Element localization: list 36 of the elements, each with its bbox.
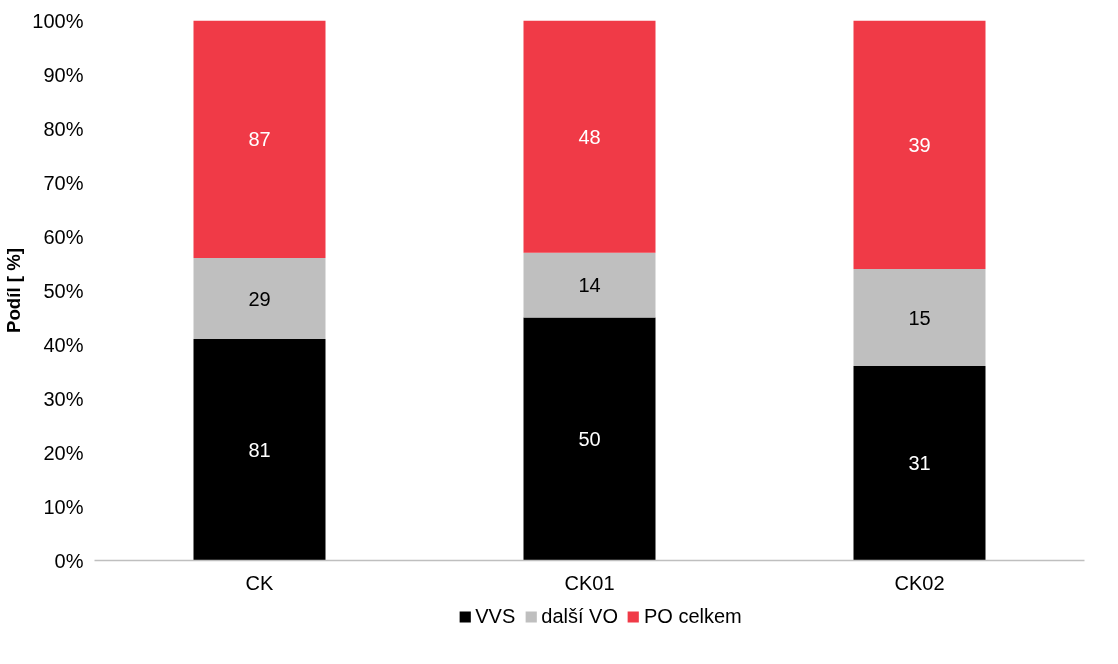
annotation: 81 [248, 438, 271, 461]
y-tick-label: 50% [43, 279, 84, 302]
bar [853, 20, 986, 269]
y-tick-label: 20% [43, 441, 84, 464]
x-tick-label: CK [245, 571, 275, 594]
annotation: 50 [578, 428, 601, 450]
y-tick-label: 70% [43, 171, 84, 194]
y-tick-label: 60% [43, 225, 84, 248]
bar [193, 258, 326, 340]
annotation: 14 [578, 274, 601, 297]
bar [523, 317, 656, 561]
annotation: 29 [248, 287, 271, 310]
y-tick-label: 40% [43, 333, 84, 356]
y-tick-label: 0% [54, 549, 84, 572]
annotation: 87 [248, 128, 271, 151]
bar [193, 339, 326, 561]
y-tick-label: 90% [43, 63, 84, 86]
annotation: 39 [908, 133, 931, 156]
bar [853, 268, 986, 367]
annotation: 15 [908, 306, 931, 329]
y-axis-title: Podíl [ %] [3, 248, 25, 333]
legend-label: VVS [475, 604, 516, 628]
y-tick-label: 10% [43, 495, 84, 518]
bar [193, 20, 326, 259]
annotation: 48 [578, 125, 601, 148]
y-tick-label: 80% [43, 117, 84, 140]
legend-label: PO celkem [643, 604, 742, 628]
y-tick-label: 100% [32, 9, 84, 32]
bar [523, 252, 656, 318]
annotation: 31 [908, 452, 931, 475]
x-tick-label: CK02 [894, 571, 945, 594]
bar [853, 366, 986, 561]
bar [523, 20, 656, 253]
y-tick-label: 30% [43, 387, 84, 410]
x-tick-label: CK01 [564, 571, 615, 594]
legend-label: další VO [541, 604, 618, 628]
